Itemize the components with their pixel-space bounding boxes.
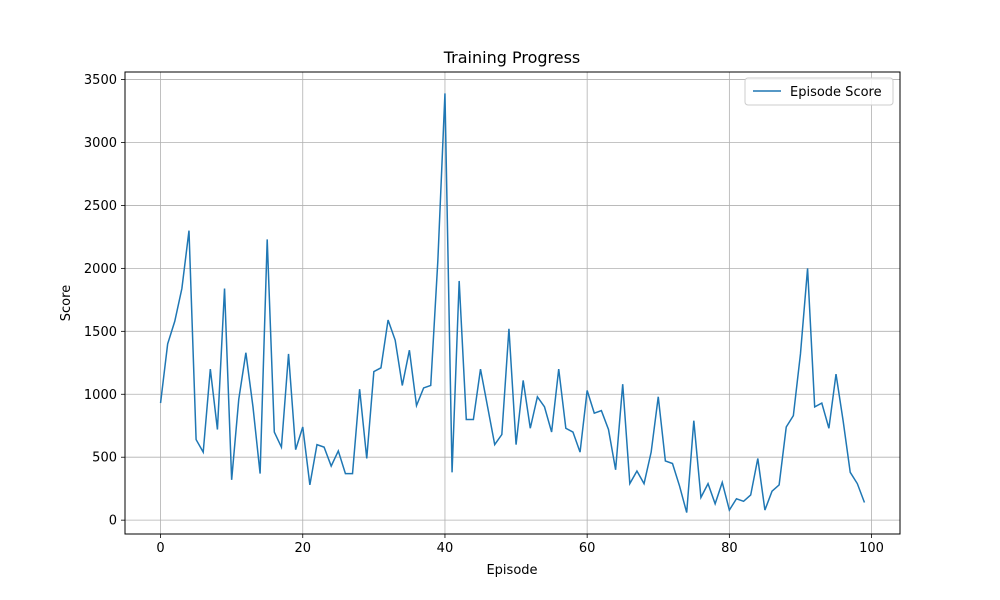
y-tick-label: 1500 [84,325,117,340]
chart-title: Training Progress [443,48,581,67]
legend-box [744,77,894,106]
legend-label-episode-score: Episode Score [790,85,882,100]
series-line-episode-score [159,93,866,513]
y-tick-label: 2500 [84,199,117,214]
grid-lines [125,72,900,534]
y-tick-label: 3000 [84,136,117,151]
x-tick-label: 20 [294,541,311,556]
y-tick-label: 500 [92,451,117,466]
y-tick-label: 1000 [84,388,117,403]
plot-frame [124,71,901,535]
y-axis-label: Score [59,285,74,321]
legend: Episode Score [744,77,894,106]
y-tick-label: 3500 [84,73,117,88]
x-tick-label: 100 [859,541,884,556]
x-axis-label: Episode [486,563,537,578]
y-tick-label: 2000 [84,262,117,277]
data-points [161,93,865,512]
x-tick-label: 40 [437,541,454,556]
x-tick-label: 80 [721,541,738,556]
x-tick-label: 0 [156,541,164,556]
x-tick-label: 60 [579,541,596,556]
y-tick-label: 0 [109,514,117,529]
